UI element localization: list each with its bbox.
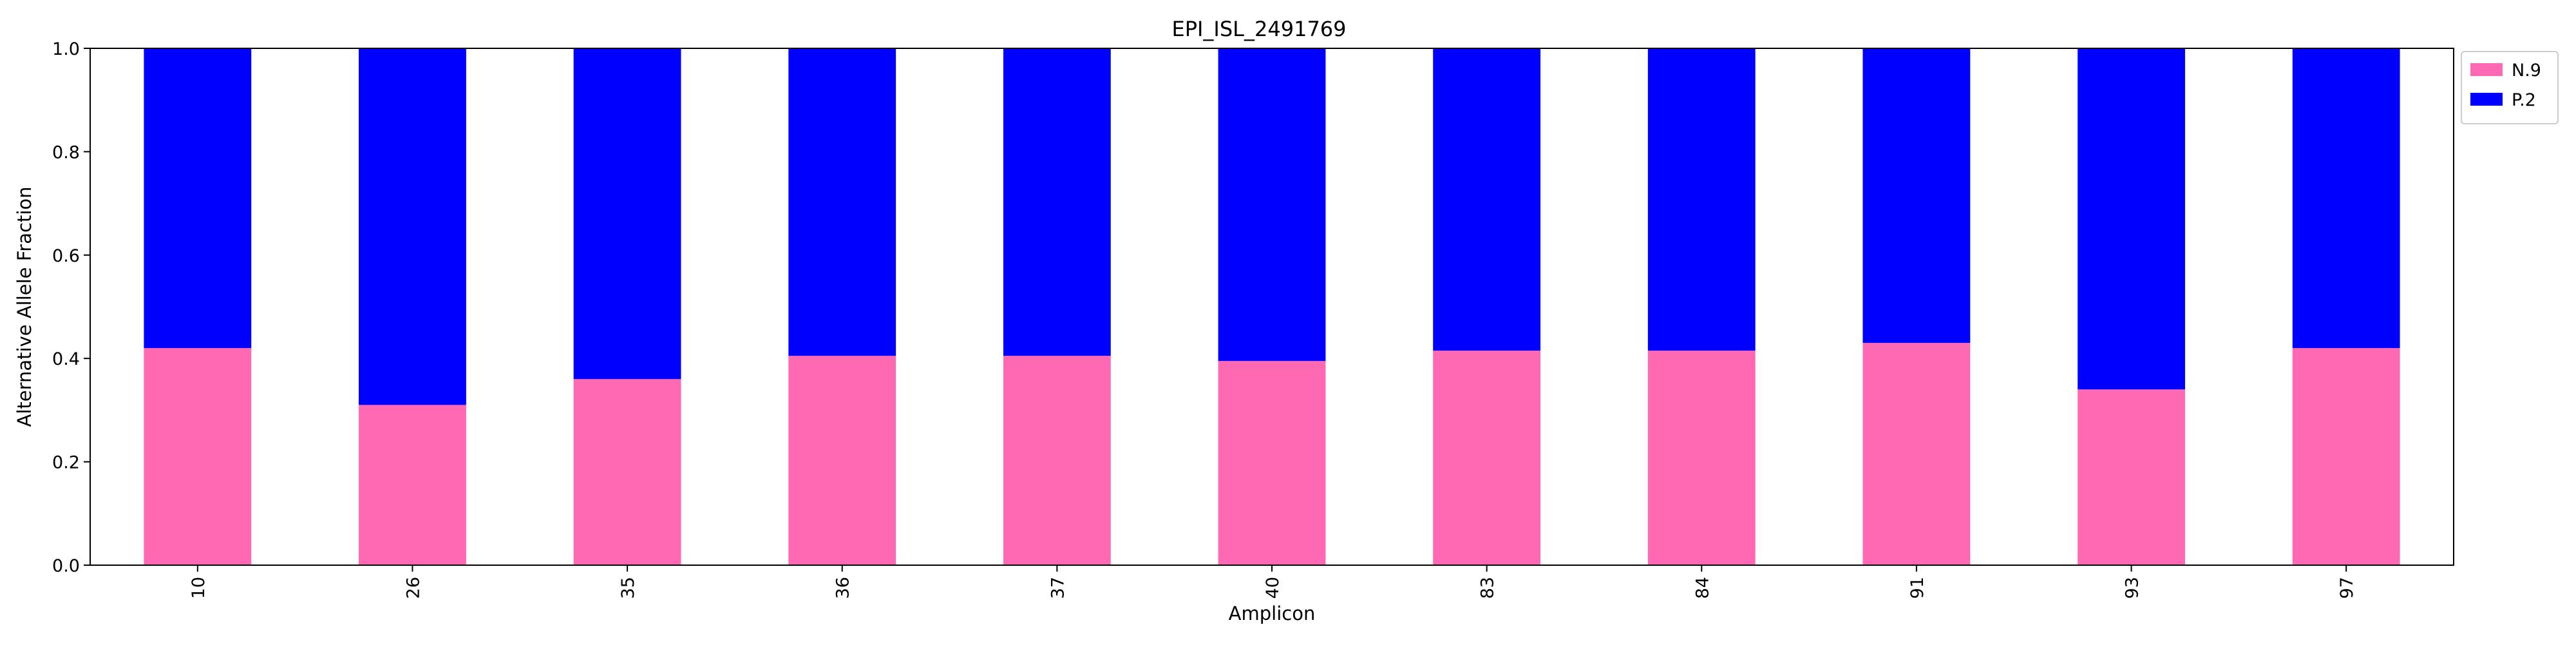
y-tick-label: 0.0	[52, 556, 80, 576]
bars-layer	[144, 48, 2400, 565]
y-tick-label: 1.0	[52, 39, 80, 59]
y-axis-label: Alternative Allele Fraction	[14, 187, 35, 427]
x-axis-label: Amplicon	[1229, 603, 1316, 624]
x-tick-label: 93	[2123, 577, 2143, 599]
x-tick-label: 91	[1908, 577, 1927, 599]
bar-n9-26	[359, 405, 466, 565]
bar-p2-93	[2078, 48, 2185, 390]
y-tick-label: 0.6	[52, 246, 80, 266]
legend-swatch-n9	[2470, 63, 2503, 76]
x-tick-label: 36	[833, 577, 853, 599]
bar-p2-26	[359, 48, 466, 405]
legend-swatch-p2	[2470, 93, 2503, 106]
y-tick-label: 0.4	[52, 349, 80, 369]
legend: N.9P.2	[2461, 51, 2559, 124]
legend-label: P.2	[2512, 90, 2536, 110]
bar-p2-97	[2292, 48, 2400, 349]
bar-n9-91	[1862, 343, 1971, 565]
bar-n9-35	[573, 379, 681, 565]
bar-p2-83	[1433, 48, 1541, 351]
bar-n9-10	[144, 348, 252, 565]
x-tick-label: 40	[1263, 577, 1283, 599]
bar-p2-91	[1862, 48, 1971, 343]
bar-n9-83	[1433, 351, 1541, 565]
x-tick-label: 83	[1478, 577, 1498, 599]
bar-n9-40	[1218, 361, 1326, 565]
chart-title: EPI_ISL_2491769	[1171, 17, 1346, 41]
bar-p2-37	[1003, 48, 1111, 356]
legend-box	[2461, 51, 2559, 124]
x-tick-label: 84	[1692, 577, 1712, 599]
bar-n9-93	[2078, 389, 2185, 565]
x-tick-label: 37	[1048, 577, 1068, 599]
bar-n9-84	[1647, 351, 1756, 565]
y-axis: 0.0 0.2 0.4 0.6 0.8 1.0	[52, 39, 90, 576]
bar-p2-84	[1647, 48, 1756, 351]
y-tick-label: 0.2	[52, 453, 80, 473]
x-tick-label: 97	[2337, 577, 2357, 599]
x-tick-label: 10	[189, 577, 209, 599]
legend-label: N.9	[2512, 61, 2541, 81]
bar-n9-97	[2292, 348, 2400, 565]
bar-n9-36	[788, 356, 896, 565]
bar-p2-10	[144, 48, 252, 349]
bar-p2-40	[1218, 48, 1326, 362]
bar-p2-36	[788, 48, 896, 356]
bar-p2-35	[573, 48, 681, 380]
x-axis: 10 26 35 36 37 40 83 84 91 93 97	[189, 565, 2357, 599]
plot-frame	[90, 48, 2454, 566]
y-tick-label: 0.8	[52, 142, 80, 162]
bar-n9-37	[1003, 356, 1111, 565]
x-tick-label: 35	[618, 577, 638, 599]
x-tick-label: 26	[403, 577, 423, 599]
